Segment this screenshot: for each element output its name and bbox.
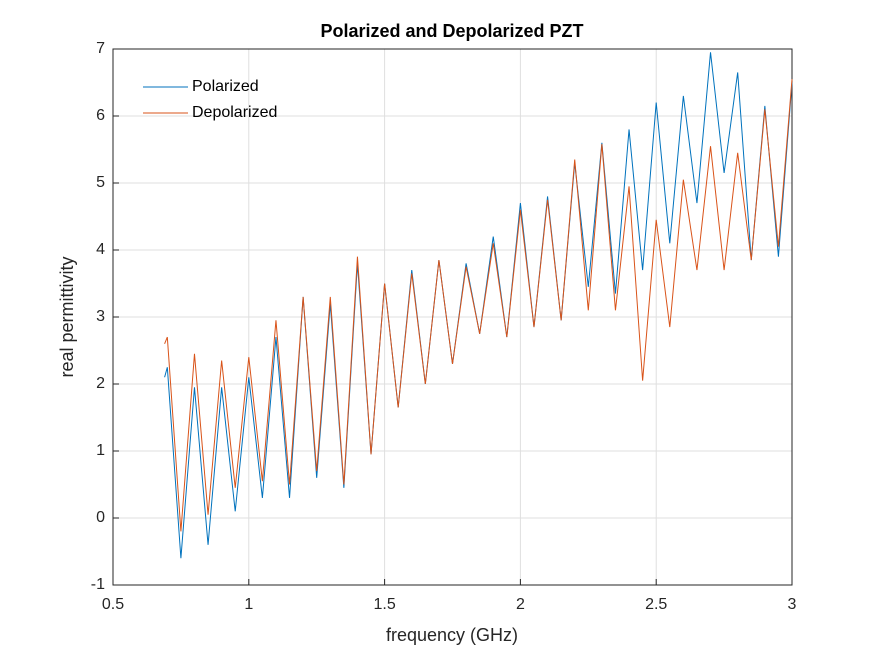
legend-label: Polarized	[192, 78, 259, 95]
chart-title: Polarized and Depolarized PZT	[320, 21, 583, 41]
y-tick-label: 3	[96, 308, 105, 325]
y-tick-label: 7	[96, 40, 105, 57]
x-axis-label: frequency (GHz)	[386, 625, 518, 645]
x-tick-label: 2.5	[645, 596, 667, 613]
x-tick-label: 1	[244, 596, 253, 613]
x-tick-label: 3	[788, 596, 797, 613]
y-tick-label: 5	[96, 174, 105, 191]
y-tick-label: 0	[96, 509, 105, 526]
x-tick-label: 1.5	[373, 596, 395, 613]
legend-label: Depolarized	[192, 104, 277, 121]
y-tick-label: 4	[96, 241, 105, 258]
y-tick-label: 6	[96, 107, 105, 124]
series-line	[164, 79, 793, 532]
y-tick-label: 1	[96, 442, 105, 459]
x-tick-label: 2	[516, 596, 525, 613]
y-tick-label: -1	[91, 576, 105, 593]
y-axis-label: real permittivity	[57, 256, 77, 377]
y-tick-label: 2	[96, 375, 105, 392]
x-tick-label: 0.5	[102, 596, 124, 613]
axes-box	[112, 48, 793, 586]
